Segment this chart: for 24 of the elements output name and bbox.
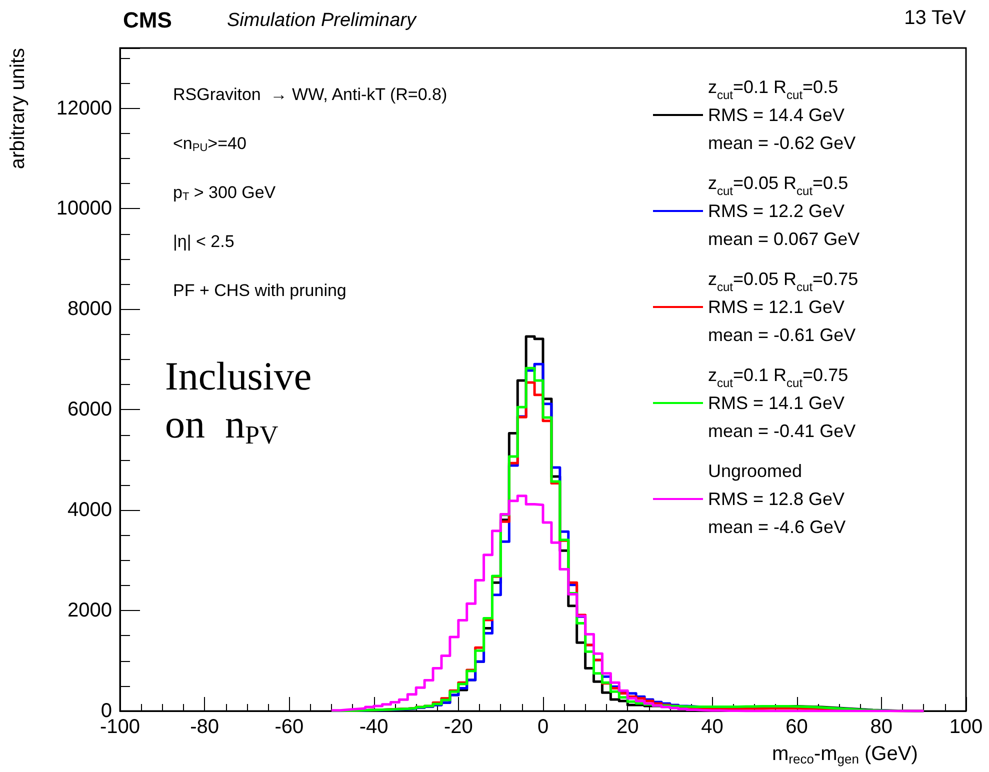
y-tick-label: 6000 <box>68 398 112 421</box>
y-tick-label: 12000 <box>56 97 112 120</box>
legend-label: Ungroomed RMS = 12.8 GeV mean = -4.6 GeV <box>708 461 846 537</box>
x-tick-label: 0 <box>537 716 549 738</box>
x-tick-label: -40 <box>359 716 388 738</box>
x-tick-label: 20 <box>616 716 639 738</box>
annotation: |η| < 2.5 <box>173 232 234 251</box>
annotation: RSGraviton → WW, Anti-kT (R=0.8) <box>173 85 448 104</box>
x-tick-label: 40 <box>701 716 724 738</box>
annotation: PF + CHS with pruning <box>173 281 346 300</box>
y-tick-label: 2000 <box>68 600 112 622</box>
x-tick-label: 100 <box>949 716 983 738</box>
chart-title: CMS <box>123 8 172 32</box>
chart-subtitle: Simulation Preliminary <box>227 10 418 31</box>
y-tick-label: 10000 <box>56 198 112 220</box>
x-tick-label: -60 <box>274 716 304 738</box>
y-axis-title: arbitrary units <box>7 48 29 170</box>
y-tick-label: 8000 <box>68 298 112 320</box>
x-tick-label: 80 <box>870 716 893 738</box>
x-tick-label: -80 <box>190 716 220 738</box>
x-tick-label: -20 <box>444 716 473 738</box>
y-tick-label: 4000 <box>68 499 112 522</box>
x-tick-label: 60 <box>786 716 808 738</box>
text: 13 TeV <box>904 7 967 29</box>
